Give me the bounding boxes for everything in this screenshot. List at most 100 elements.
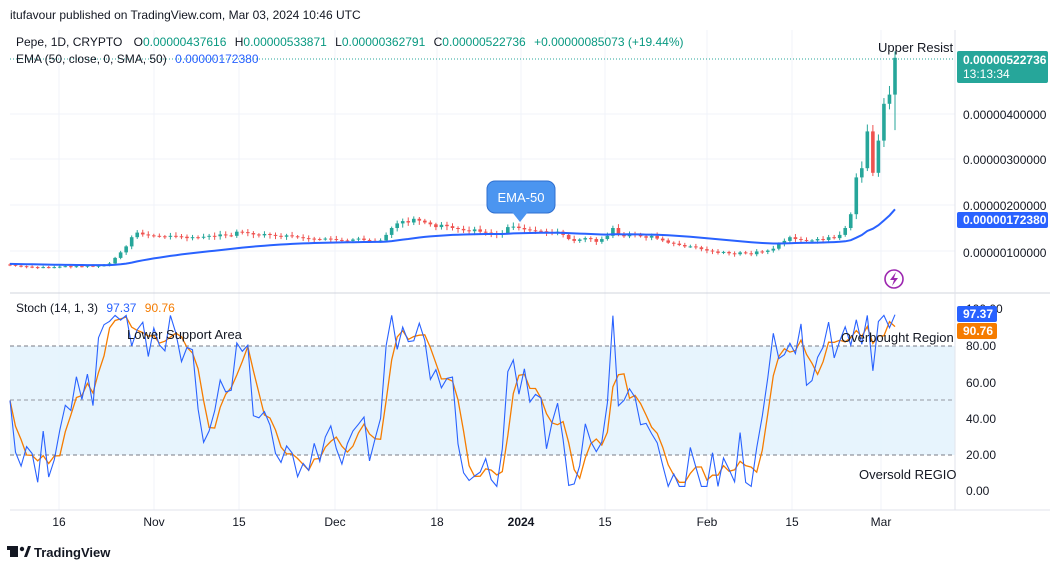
candle-body [334,239,339,241]
candle-body [804,239,809,241]
stoch-legend[interactable]: Stoch (14, 1, 3) 97.37 90.76 [16,301,175,315]
legend-close-label: C [434,35,443,49]
stoch-tick-0: 0.00 [966,484,990,498]
legend-low-value: 0.00000362791 [342,35,426,49]
time-label-2024: 2024 [508,515,535,529]
annotation-oversold[interactable]: Oversold REGIO [859,467,957,482]
candle-body [317,239,322,241]
candle-body [146,234,151,236]
candle-body [793,237,798,240]
candle-body [644,236,648,238]
annotation-upper-resist[interactable]: Upper Resist [878,40,954,55]
price-legend[interactable]: Pepe, 1D, CRYPTO O0.00000437616 H0.00000… [16,35,684,49]
candle-body [91,265,95,267]
ema-callout-text: EMA-50 [498,190,545,205]
candle-body [876,140,881,173]
annotation-lower-support[interactable]: Lower Support Area [127,327,243,342]
ema-legend[interactable]: EMA (50, close, 0, SMA, 50) 0.0000017238… [16,52,259,66]
candle-body [843,228,848,235]
candle-body [472,229,477,232]
candle-body [434,224,438,228]
candle-body [395,223,399,228]
candle-body [467,230,471,232]
candle-body [279,235,283,237]
candle-body [57,266,62,268]
candle-body [716,251,720,253]
candle-body [46,267,51,269]
time-axis[interactable]: 16 Nov 15 Dec 18 2024 15 Feb 15 Mar [52,515,891,529]
candle-body [616,228,621,234]
candle-body [30,266,34,268]
legend-high-label: H [235,35,244,49]
candle-body [860,168,864,178]
published-by: itufavour published on TradingView.com, … [10,8,361,22]
candle-body [666,240,671,243]
stoch-k-tag-value: 97.37 [963,307,993,321]
candle-body [367,239,372,241]
stoch-tick-40: 40.00 [966,412,996,426]
candle-body [815,239,820,241]
time-label-dec: Dec [324,515,345,529]
candle-body [461,228,466,231]
last-price-tag: 0.00000522736 13:13:34 [957,51,1048,83]
candle-body [428,222,433,225]
ema-tag-value: 0.00000172380 [963,213,1047,227]
candle-body [251,233,256,235]
candle-body [268,233,272,235]
candle-body [96,265,101,267]
candle-body [893,57,897,95]
candle-body [649,235,654,238]
candle-body [539,230,543,232]
candle-body [456,228,460,229]
candle-body [345,240,350,242]
candle-body [837,234,842,239]
candle-body [19,265,23,267]
ema-legend-value: 0.00000172380 [175,52,259,66]
candle-body [384,234,388,241]
candle-body [738,252,742,255]
candle-body [765,250,770,252]
candle-body [190,237,195,239]
ema-50-line [9,208,896,267]
ema-callout[interactable]: EMA-50 [486,180,556,222]
candle-body [312,238,317,240]
lightning-icon[interactable] [884,269,904,289]
time-label-15a: 15 [232,515,246,529]
candle-body [710,250,715,252]
price-tick-200: 0.00000200000 [963,199,1047,213]
candle-body [882,103,886,141]
candle-body [450,226,455,228]
candle-body [229,235,234,237]
candle-body [179,236,184,238]
candle-body [865,131,870,169]
candle-body [694,246,698,248]
candle-body [218,234,222,237]
ema-legend-label: EMA (50, close, 0, SMA, 50) [16,52,167,66]
candle-body [234,231,239,236]
candle-body [660,238,665,241]
candle-body [810,240,814,242]
tradingview-logo[interactable]: TradingView [7,545,111,560]
candle-body [605,235,610,240]
candle-body [754,251,759,255]
candle-body [600,239,604,242]
candle-body [699,247,704,250]
candle-body [113,257,117,264]
candle-body [163,236,167,238]
legend-open-value: 0.00000437616 [143,35,227,49]
candle-body [732,253,737,255]
candle-body [721,251,726,253]
candle-body [389,228,394,235]
candle-body [85,265,90,267]
candle-body [577,239,582,241]
annotation-overbought[interactable]: Overbought Region [841,330,954,345]
candle-body [257,234,261,236]
candle-body [583,238,588,240]
candle-body [871,131,875,173]
candle-body [478,229,482,232]
candle-body [240,231,245,233]
candle-body [788,237,792,241]
candle-body [423,220,427,223]
